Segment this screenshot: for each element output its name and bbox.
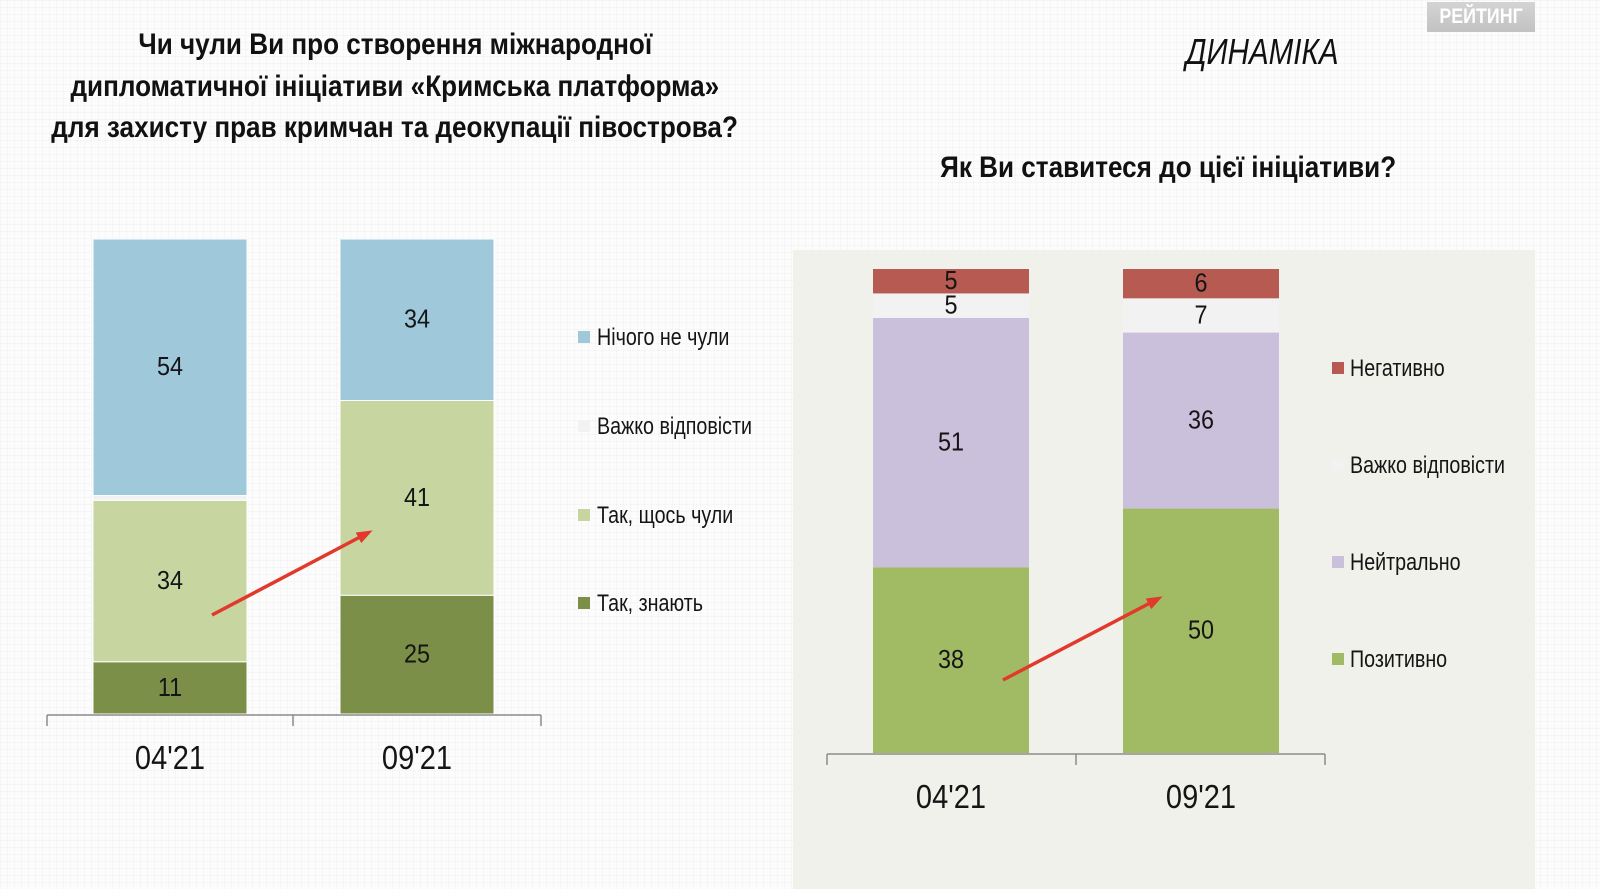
awareness-bar-1-segment-2	[93, 496, 247, 501]
attitude-data-label: 5	[944, 291, 957, 319]
awareness-x-tick-label: 09'21	[382, 739, 452, 776]
awareness-data-label: 54	[157, 353, 183, 381]
attitude-data-label: 5	[944, 267, 957, 295]
attitude-chart: 38 51 55 04'21 50 36 7 6 09'21 Негативно Важко від…	[827, 267, 1505, 816]
awareness-legend-swatch	[578, 331, 590, 343]
awareness-data-label: 34	[404, 306, 430, 334]
awareness-chart: 11 34 54 04'21 25 41 34 09'21 Нічого не чули Важк…	[47, 239, 752, 777]
attitude-x-tick-label: 09'21	[1166, 778, 1236, 815]
awareness-data-label: 41	[404, 484, 430, 512]
awareness-legend-label: Так, щось чули	[597, 501, 733, 528]
attitude-legend-swatch	[1332, 556, 1344, 568]
attitude-legend-label: Нейтрально	[1350, 548, 1461, 575]
awareness-data-label: 11	[158, 674, 182, 702]
attitude-legend-label: Важко відповісти	[1350, 451, 1505, 478]
charts-canvas: 11 34 54 04'21 25 41 34 09'21 Нічого не чули Важк…	[0, 0, 1600, 889]
attitude-data-label: 7	[1194, 301, 1207, 329]
attitude-data-label: 36	[1188, 406, 1214, 434]
attitude-legend-swatch	[1332, 362, 1344, 374]
attitude-legend-swatch	[1332, 653, 1344, 665]
attitude-x-tick-label: 04'21	[916, 778, 986, 815]
attitude-data-label: 50	[1188, 617, 1214, 645]
attitude-data-label: 38	[938, 646, 964, 674]
awareness-legend-swatch	[578, 597, 590, 609]
awareness-legend-label: Так, знають	[597, 589, 703, 616]
awareness-legend-label: Важко відповісти	[597, 412, 752, 439]
attitude-data-label: 6	[1194, 269, 1207, 297]
awareness-data-label: 25	[404, 640, 430, 668]
attitude-data-label: 51	[938, 428, 964, 456]
attitude-legend-swatch	[1332, 459, 1344, 471]
awareness-legend-label: Нічого не чули	[597, 323, 729, 350]
attitude-legend-label: Позитивно	[1350, 645, 1447, 672]
awareness-x-tick-label: 04'21	[135, 739, 205, 776]
awareness-data-label: 34	[157, 567, 183, 595]
awareness-legend-swatch	[578, 509, 590, 521]
attitude-legend-label: Негативно	[1350, 354, 1445, 381]
awareness-legend-swatch	[578, 420, 590, 432]
